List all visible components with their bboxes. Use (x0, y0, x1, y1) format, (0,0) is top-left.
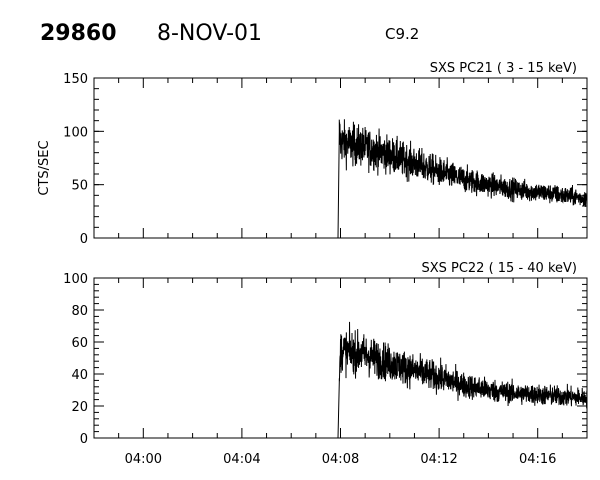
x-tick-label: 04:16 (519, 452, 556, 467)
x-tick-label: 04:08 (322, 452, 359, 467)
panel-title: SXS PC21 ( 3 - 15 keV) (430, 61, 577, 76)
observation-date: 8-NOV-01 (157, 21, 262, 46)
x-tick-label: 04:00 (125, 452, 162, 467)
y-tick-label: 150 (63, 72, 88, 87)
y-axis-label: CTS/SEC (37, 140, 52, 195)
x-tick-label: 04:12 (420, 452, 457, 467)
y-tick-label: 100 (63, 125, 88, 140)
y-tick-label: 20 (71, 400, 88, 415)
y-tick-label: 60 (71, 336, 88, 351)
orbit-number: 29860 (40, 21, 117, 46)
panel-pc21: SXS PC21 ( 3 - 15 keV) CTS/SEC 0 50 100 150 (37, 61, 588, 247)
y-tick-label: 0 (80, 432, 88, 447)
panel-title: SXS PC22 ( 15 - 40 keV) (421, 261, 577, 276)
panel-pc22: SXS PC22 ( 15 - 40 keV) 0 20 40 60 80 100 04:00… (63, 261, 588, 467)
y-tick-label: 100 (63, 272, 88, 287)
count-rate-trace (337, 119, 588, 239)
y-tick-label: 80 (71, 304, 88, 319)
x-tick-label: 04:04 (223, 452, 260, 467)
plot-frame (93, 77, 588, 239)
y-tick-label: 0 (80, 232, 88, 247)
y-tick-label: 40 (71, 368, 88, 383)
count-rate-trace (337, 321, 588, 439)
flare-class: C9.2 (385, 25, 419, 43)
y-tick-label: 50 (71, 179, 88, 194)
